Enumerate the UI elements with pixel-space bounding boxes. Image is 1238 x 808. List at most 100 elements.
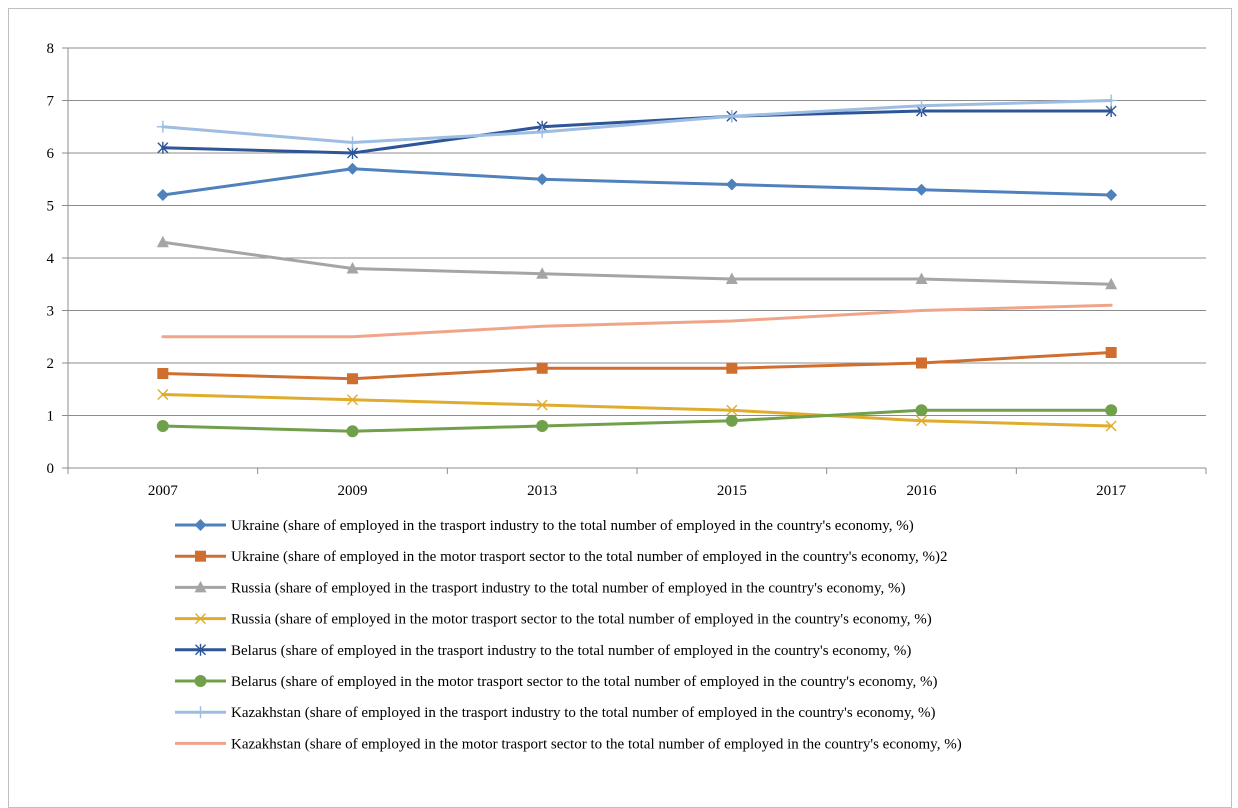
x-marker (536, 399, 548, 411)
square-marker (195, 550, 206, 562)
diamond-marker (1105, 189, 1118, 201)
circle-marker (156, 420, 169, 432)
axes: 0 1 2 3 4 5 6 7 8 2007 2009 2013 2015 2016 2017 (47, 41, 1207, 499)
square-marker (536, 362, 548, 374)
series-4 (157, 389, 1117, 432)
plus-marker (536, 126, 549, 138)
series-line (161, 408, 1113, 433)
legend-label: Belarus (share of employed in the traspo… (231, 643, 911, 659)
series-7 (156, 94, 1118, 149)
x-marker (195, 613, 206, 625)
star-marker (195, 643, 206, 656)
y-tick-label: 2 (47, 356, 55, 372)
square-marker (916, 357, 927, 369)
x-tick-label: 2015 (717, 483, 747, 499)
star-marker (157, 141, 169, 154)
series-line (161, 99, 1113, 144)
square-marker (726, 362, 738, 374)
x-marker (916, 415, 927, 427)
triangle-marker (725, 272, 738, 284)
y-tick-label: 4 (47, 251, 55, 267)
legend-item-4: Russia (share of employed in the motor t… (175, 612, 932, 628)
square-marker (157, 368, 169, 379)
x-marker (726, 404, 738, 416)
y-tick-label: 1 (47, 409, 55, 425)
legend-label: Russia (share of employed in the traspor… (231, 580, 906, 596)
x-marker-stroke (916, 415, 927, 427)
diamond-marker (915, 183, 928, 196)
diamond-marker (346, 162, 359, 175)
x-tick-label: 2007 (148, 483, 179, 499)
triangle-marker (536, 267, 549, 279)
plus-marker (194, 706, 207, 719)
plus-marker (915, 99, 928, 112)
y-tick-label: 8 (47, 41, 55, 57)
x-marker-stroke (1105, 420, 1117, 432)
x-tick-label: 2009 (338, 483, 368, 499)
triangle-marker (346, 262, 359, 274)
series-line (161, 393, 1113, 428)
diamond-marker (725, 178, 738, 191)
star-marker (1105, 105, 1117, 117)
x-marker-stroke (726, 404, 738, 416)
legend-label: Belarus (share of employed in the motor … (231, 674, 938, 690)
x-marker-stroke (157, 389, 169, 400)
legend-item-6: Belarus (share of employed in the motor … (175, 674, 938, 690)
series-line (161, 167, 1113, 197)
triangle-marker (915, 272, 928, 284)
circle-marker (915, 404, 928, 417)
square-marker (1105, 347, 1117, 358)
x-marker-stroke (347, 394, 358, 406)
legend-item-8: Kazakhstan (share of employed in the mot… (175, 736, 962, 752)
y-tick-label: 6 (47, 146, 55, 162)
legend-item-7: Kazakhstan (share of employed in the tra… (175, 705, 935, 721)
x-marker (157, 389, 169, 400)
x-tick-label: 2017 (1096, 483, 1127, 499)
circle-marker (725, 414, 738, 427)
square-marker (347, 373, 358, 385)
series-lines (156, 94, 1118, 438)
y-tick-label: 7 (47, 94, 55, 110)
plus-marker (1105, 94, 1118, 107)
series-8 (161, 303, 1113, 339)
series-6 (156, 404, 1118, 438)
circle-marker (194, 675, 207, 687)
series-line (161, 240, 1113, 286)
star-marker (347, 147, 358, 159)
circle-marker (536, 420, 549, 432)
series-line (161, 303, 1113, 339)
legend-label: Russia (share of employed in the motor t… (231, 612, 932, 628)
series-line (161, 109, 1113, 155)
circle-marker (1105, 404, 1118, 417)
plus-marker (725, 110, 738, 123)
legend-item-1: Ukraine (share of employed in the traspo… (175, 518, 914, 534)
legend-label: Kazakhstan (share of employed in the tra… (231, 705, 935, 721)
plus-marker (346, 136, 359, 149)
circle-marker (346, 425, 359, 438)
x-marker (347, 394, 358, 406)
series-5 (157, 105, 1117, 159)
x-tick-label: 2016 (907, 483, 938, 499)
x-marker-stroke (195, 613, 206, 625)
series-1 (156, 162, 1118, 201)
series-line (161, 351, 1113, 381)
y-tick-label: 3 (47, 304, 55, 320)
gridlines (68, 47, 1206, 416)
legend-label: Kazakhstan (share of employed in the mot… (231, 736, 962, 752)
x-tick-label: 2013 (527, 483, 557, 499)
triangle-marker (156, 235, 169, 248)
y-tick-label: 5 (47, 199, 55, 215)
y-tick-label: 0 (47, 461, 55, 477)
plus-marker (156, 120, 169, 133)
x-marker-stroke (536, 399, 548, 411)
legend-item-3: Russia (share of employed in the traspor… (175, 580, 906, 596)
triangle-marker (194, 580, 207, 593)
legend-item-5: Belarus (share of employed in the traspo… (175, 643, 911, 659)
series-3 (156, 235, 1118, 290)
diamond-marker (156, 189, 169, 201)
legend: Ukraine (share of employed in the traspo… (175, 518, 962, 752)
legend-label: Ukraine (share of employed in the traspo… (231, 518, 914, 534)
diamond-marker (536, 173, 549, 186)
diamond-marker (194, 519, 207, 531)
